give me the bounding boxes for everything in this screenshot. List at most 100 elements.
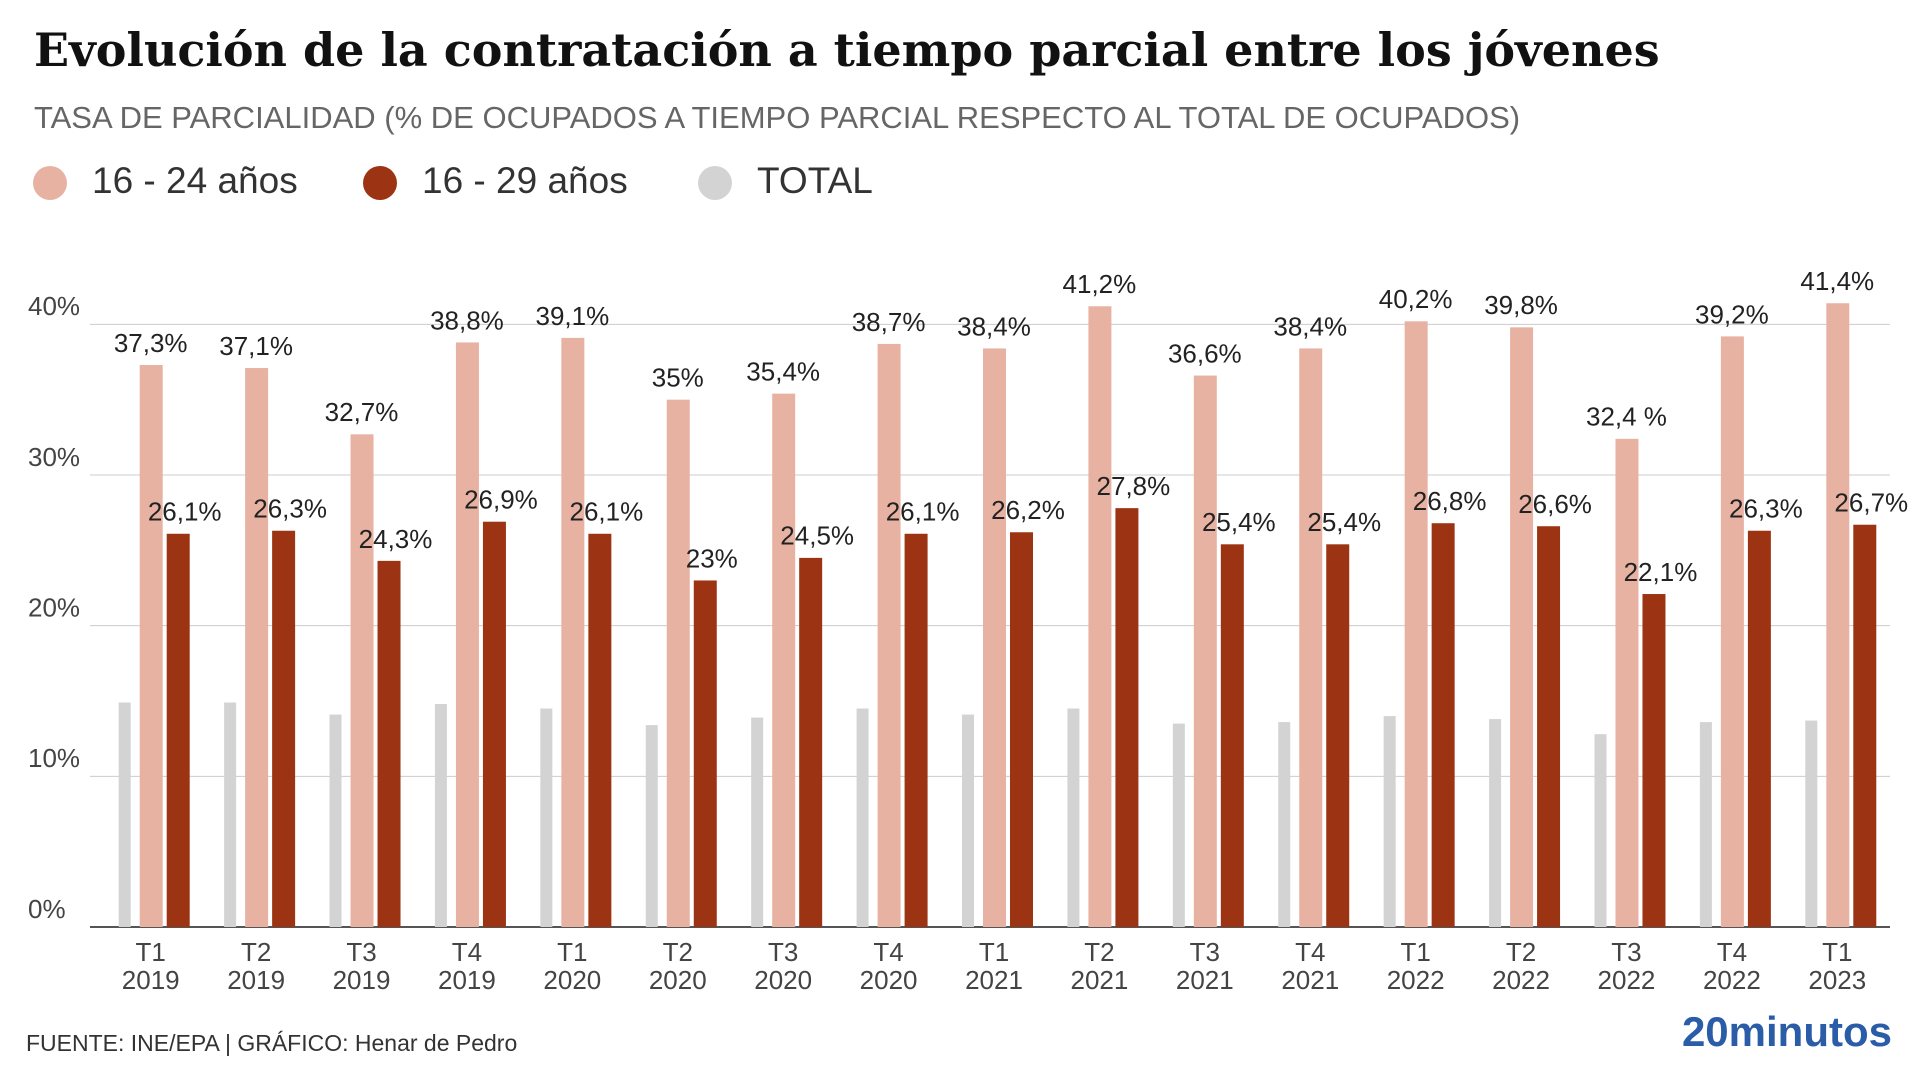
- value-label: 26,1%: [148, 497, 222, 527]
- bar: [561, 337, 585, 928]
- value-label: 37,1%: [219, 331, 293, 361]
- y-tick-label: 0%: [28, 894, 66, 924]
- value-label: 41,4%: [1800, 266, 1874, 296]
- value-label: 26,1%: [886, 497, 960, 527]
- y-tick-label: 10%: [28, 743, 80, 773]
- value-label: 22,1%: [1624, 557, 1698, 587]
- bar: [1826, 303, 1850, 927]
- value-label: 25,4%: [1202, 507, 1276, 537]
- value-label: 23%: [686, 543, 738, 573]
- value-label: 32,4 %: [1586, 402, 1667, 432]
- bar: [962, 714, 974, 927]
- bar: [166, 533, 190, 927]
- bar: [1326, 544, 1350, 927]
- value-label: 36,6%: [1168, 338, 1242, 368]
- value-label: 26,7%: [1834, 488, 1908, 518]
- x-tick-label: T2 2020: [649, 937, 707, 995]
- bar: [1805, 720, 1818, 927]
- legend-label: 16 - 24 años: [92, 160, 298, 201]
- value-label: 25,4%: [1307, 507, 1381, 537]
- x-tick-label: T1 2023: [1808, 937, 1866, 995]
- x-tick-label: T4 2022: [1703, 937, 1761, 995]
- legend-marker: [33, 166, 67, 200]
- x-tick-label: T4 2020: [860, 937, 918, 995]
- y-tick-label: 40%: [28, 291, 80, 321]
- bar: [1172, 723, 1185, 927]
- y-tick-label: 30%: [28, 442, 80, 472]
- value-label: 41,2%: [1063, 269, 1137, 299]
- bar: [1299, 348, 1323, 927]
- value-label: 26,8%: [1413, 486, 1487, 516]
- bar: [1383, 716, 1396, 927]
- bar: [1747, 530, 1771, 927]
- value-label: 24,3%: [359, 524, 433, 554]
- bar: [224, 702, 237, 927]
- bar: [245, 368, 269, 927]
- bar: [751, 717, 764, 927]
- bar: [1431, 523, 1455, 927]
- bar: [1489, 719, 1502, 927]
- bar: [666, 399, 690, 928]
- x-tick-label: T3 2020: [754, 937, 812, 995]
- x-tick-label: T3 2022: [1598, 937, 1656, 995]
- value-label: 38,4%: [1273, 311, 1347, 341]
- bar: [482, 521, 506, 927]
- bar: [1220, 544, 1244, 927]
- value-label: 26,6%: [1518, 489, 1592, 519]
- value-label: 35%: [652, 363, 704, 393]
- bar: [856, 708, 869, 927]
- bar: [1193, 375, 1217, 927]
- x-tick-label: T2 2022: [1492, 937, 1550, 995]
- x-tick-label: T1 2021: [965, 937, 1023, 995]
- value-label: 38,7%: [852, 307, 926, 337]
- bar: [1067, 708, 1080, 927]
- value-label: 39,8%: [1484, 290, 1558, 320]
- bar: [904, 533, 928, 927]
- legend-marker: [363, 166, 397, 200]
- bar: [1088, 306, 1112, 928]
- legend-label: 16 - 29 años: [422, 160, 628, 201]
- legend-label: TOTAL: [757, 160, 873, 201]
- value-label: 26,2%: [991, 495, 1065, 525]
- bar: [1010, 532, 1033, 927]
- brand-logo: 20minutos: [1682, 1008, 1892, 1055]
- bar: [772, 393, 796, 927]
- x-tick-label: T3 2019: [333, 937, 391, 995]
- bar: [1537, 526, 1561, 927]
- value-label: 26,1%: [569, 497, 643, 527]
- bar: [455, 342, 479, 927]
- bar: [329, 714, 342, 927]
- bar: [350, 434, 374, 927]
- bar: [983, 348, 1006, 927]
- bar: [1115, 508, 1139, 927]
- value-label: 38,8%: [430, 305, 504, 335]
- y-tick-label: 20%: [28, 593, 80, 623]
- bar: [877, 343, 901, 927]
- bar: [1615, 438, 1639, 927]
- bar: [1510, 327, 1534, 927]
- value-label: 38,4%: [957, 311, 1031, 341]
- bar: [588, 533, 612, 927]
- bar: [1699, 722, 1712, 927]
- value-label: 40,2%: [1379, 284, 1453, 314]
- value-label: 39,2%: [1695, 299, 1769, 329]
- bar: [434, 704, 447, 927]
- x-tick-label: T1 2022: [1387, 937, 1445, 995]
- bar: [118, 702, 131, 927]
- bar: [1853, 524, 1877, 927]
- bar: [1404, 321, 1428, 927]
- x-tick-label: T3 2021: [1176, 937, 1234, 995]
- x-tick-label: T2 2021: [1070, 937, 1128, 995]
- value-label: 27,8%: [1097, 471, 1171, 501]
- bar: [139, 365, 163, 928]
- bar: [540, 708, 553, 927]
- bar: [1642, 594, 1666, 927]
- bar: [693, 580, 717, 927]
- bar: [1720, 336, 1744, 927]
- bar: [1278, 722, 1291, 927]
- bar: [645, 725, 658, 927]
- x-tick-label: T4 2019: [438, 937, 496, 995]
- chart-subtitle: TASA DE PARCIALIDAD (% DE OCUPADOS A TIE…: [34, 100, 1520, 135]
- value-label: 37,3%: [114, 328, 188, 358]
